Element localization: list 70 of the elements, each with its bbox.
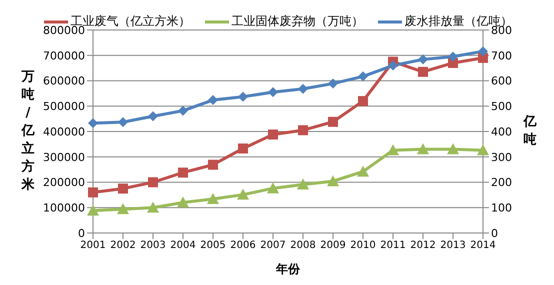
- x-axis-title: 年份: [275, 262, 301, 276]
- y2-tick-label: 300: [491, 150, 512, 164]
- y2-tick-label: 100: [491, 202, 512, 215]
- point: [328, 116, 338, 127]
- y2-tick-label: 0: [491, 226, 498, 240]
- point: [358, 71, 368, 82]
- y-tick-label: 600000: [43, 74, 85, 88]
- point: [418, 66, 428, 77]
- x-tick-label: 2007: [260, 240, 286, 252]
- y-tick-label: 700000: [43, 49, 85, 62]
- legend-label: 工业固体废弃物（万吨）: [230, 13, 364, 30]
- point: [177, 196, 189, 208]
- point: [387, 144, 399, 156]
- x-tick-label: 2008: [290, 240, 316, 252]
- point: [237, 188, 249, 200]
- y2-tick-label: 400: [491, 125, 512, 138]
- point: [448, 52, 458, 62]
- y-tick-label: 300000: [43, 150, 85, 164]
- point: [147, 202, 159, 213]
- point: [148, 177, 158, 188]
- point: [208, 95, 218, 106]
- y-tick-label: 0: [78, 226, 85, 240]
- point: [358, 96, 368, 106]
- point: [298, 84, 308, 94]
- point: [267, 182, 279, 194]
- point: [88, 187, 98, 198]
- point: [328, 78, 338, 89]
- y2-tick-label: 700: [491, 49, 512, 62]
- point: [268, 130, 278, 140]
- y2-axis-title: 亿吨: [522, 114, 538, 148]
- point: [207, 192, 219, 204]
- point: [357, 166, 369, 177]
- point: [117, 203, 129, 214]
- point: [417, 143, 429, 154]
- x-tick-label: 2011: [380, 240, 406, 252]
- y2-tick-label: 200: [491, 176, 512, 190]
- y2-tick-label: 500: [491, 100, 512, 114]
- x-tick-label: 2006: [230, 240, 256, 252]
- x-tick-label: 2013: [440, 240, 466, 252]
- point: [178, 106, 188, 116]
- y-tick-label: 500000: [43, 100, 85, 114]
- point: [178, 168, 188, 178]
- point: [388, 60, 398, 71]
- x-tick-label: 2009: [320, 240, 346, 252]
- point: [327, 175, 339, 186]
- point: [118, 184, 128, 194]
- x-tick-label: 2002: [110, 240, 136, 252]
- point: [238, 92, 248, 102]
- point: [447, 143, 459, 154]
- point: [118, 117, 128, 128]
- point: [88, 118, 98, 128]
- x-tick-label: 2014: [470, 240, 496, 252]
- y-tick-label: 400000: [43, 125, 85, 138]
- x-tick-label: 2010: [350, 240, 376, 252]
- y-tick-label: 100000: [43, 202, 85, 215]
- x-tick-label: 2001: [80, 240, 106, 252]
- point: [268, 87, 278, 98]
- x-tick-label: 2003: [140, 240, 166, 252]
- point: [298, 125, 308, 136]
- x-tick-label: 2004: [170, 240, 196, 252]
- point: [208, 160, 218, 170]
- point: [418, 54, 428, 64]
- x-tick-label: 2012: [410, 240, 436, 252]
- y-tick-label: 200000: [43, 176, 85, 190]
- point: [238, 144, 248, 154]
- point: [148, 111, 158, 122]
- y-axis-title: 万吨/亿立方米: [20, 70, 36, 192]
- x-tick-label: 2005: [200, 240, 226, 252]
- point: [297, 178, 309, 190]
- y2-tick-label: 600: [491, 74, 512, 88]
